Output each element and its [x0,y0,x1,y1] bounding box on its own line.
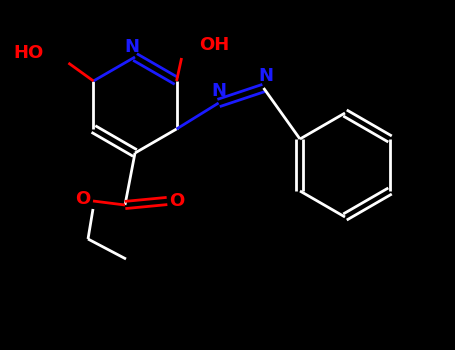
Text: O: O [169,192,185,210]
Text: OH: OH [200,36,230,54]
Text: N: N [125,38,140,56]
Text: N: N [258,67,273,85]
Text: O: O [76,190,91,208]
Text: N: N [211,82,226,100]
Text: HO: HO [13,44,43,62]
